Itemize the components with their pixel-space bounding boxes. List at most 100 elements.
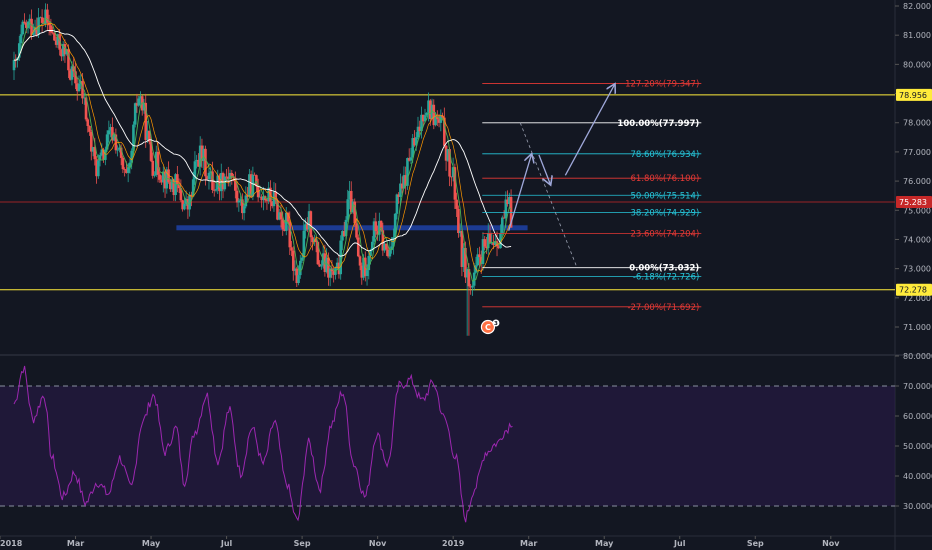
candle-down — [225, 176, 228, 178]
candle-up — [19, 34, 23, 44]
candle-down — [349, 190, 353, 213]
candle-up — [132, 124, 135, 151]
candle-up — [223, 176, 227, 190]
candle-down — [121, 157, 125, 170]
candle-down — [276, 200, 279, 220]
candle-up — [471, 285, 474, 288]
price-axis-tick-label: 81.000 — [903, 31, 931, 40]
rsi-panel[interactable] — [0, 365, 895, 523]
candle-up — [248, 174, 251, 197]
price-panel[interactable] — [0, 3, 895, 336]
time-axis-tick-label: May — [595, 539, 614, 548]
candle-up — [465, 269, 469, 278]
candle-up — [344, 219, 348, 237]
candle-up — [390, 246, 393, 251]
candle-down — [204, 148, 207, 177]
candle-down — [181, 200, 184, 210]
candle-up — [414, 137, 418, 146]
candle-up — [142, 102, 146, 111]
price-badge-label: 78.956 — [899, 91, 927, 100]
candle-down — [483, 239, 487, 247]
candle-down — [81, 81, 84, 99]
candle-up — [472, 272, 476, 286]
candle-down — [316, 242, 320, 265]
candle-down — [160, 179, 163, 183]
rsi-range-band — [0, 386, 895, 506]
candle-down — [309, 211, 313, 238]
candle-down — [291, 250, 295, 271]
price-axis-tick-label: 74.000 — [903, 235, 931, 244]
candle-up — [44, 9, 47, 24]
candle-up — [109, 127, 112, 131]
price-badge-label: 75.283 — [899, 198, 927, 207]
candle-up — [262, 196, 265, 201]
candle-up — [425, 112, 429, 116]
candle-down — [400, 183, 404, 189]
candle-up — [21, 21, 25, 35]
candle-up — [251, 174, 255, 197]
candle-down — [205, 176, 209, 180]
candle-down — [450, 176, 453, 178]
candle-down — [356, 237, 360, 257]
candle-up — [307, 211, 311, 230]
candle-up — [388, 250, 392, 257]
candle-down — [306, 224, 309, 230]
candle-down — [290, 247, 293, 251]
candle-down — [230, 172, 234, 177]
time-axis-tick-label: 2018 — [0, 539, 23, 548]
candle-down — [358, 256, 362, 266]
candle-down — [125, 169, 128, 173]
price-badge — [896, 283, 932, 296]
candle-up — [423, 115, 427, 122]
candle-up — [504, 199, 508, 219]
candle-up — [462, 247, 465, 267]
candle-down — [295, 268, 299, 284]
price-axis-tick-label: 77.000 — [903, 148, 931, 157]
candle-up — [126, 167, 130, 173]
candle-up — [32, 32, 35, 35]
time-axis-tick-label: Sep — [294, 539, 311, 548]
candle-down — [379, 220, 383, 231]
event-marker-glyph: C — [485, 323, 491, 332]
candle-up — [339, 240, 343, 275]
price-axis-tick-label: 78.000 — [903, 119, 931, 128]
candle-up — [348, 190, 351, 200]
candle-down — [49, 25, 53, 33]
candle-up — [399, 183, 402, 197]
candle-down — [35, 27, 39, 35]
candle-down — [453, 167, 457, 200]
candle-up — [216, 175, 220, 190]
fib-level-label: 50.00%(75.514) — [631, 191, 700, 201]
candle-up — [481, 239, 485, 264]
candle-down — [448, 149, 451, 177]
event-marker-count: 3 — [494, 321, 498, 327]
candle-down — [200, 145, 204, 162]
candle-up — [165, 169, 169, 189]
candle-up — [26, 21, 30, 28]
candle-up — [214, 189, 218, 191]
candle-down — [497, 246, 501, 249]
candle-up — [118, 147, 121, 150]
candle-down — [89, 131, 93, 152]
candle-down — [167, 169, 170, 183]
candle-up — [372, 221, 376, 242]
candle-down — [60, 49, 63, 57]
candle-up — [17, 43, 21, 58]
candle-up — [406, 158, 409, 186]
candle-down — [360, 265, 364, 278]
candle-up — [170, 179, 174, 190]
candle-up — [365, 270, 369, 277]
fib-level-label: -27.00%(71.692) — [627, 303, 699, 313]
candle-down — [265, 200, 269, 202]
time-axis-tick-label: May — [142, 539, 161, 548]
candle-down — [68, 70, 72, 80]
candle-down — [235, 190, 239, 203]
candle-down — [95, 159, 98, 177]
candle-up — [304, 224, 307, 231]
candle-down — [88, 125, 91, 132]
candle-up — [184, 199, 188, 204]
fib-level-label: 0.00%(73.032) — [629, 264, 699, 274]
time-axis-tick-label: Jul — [673, 539, 686, 548]
candle-up — [427, 100, 430, 113]
